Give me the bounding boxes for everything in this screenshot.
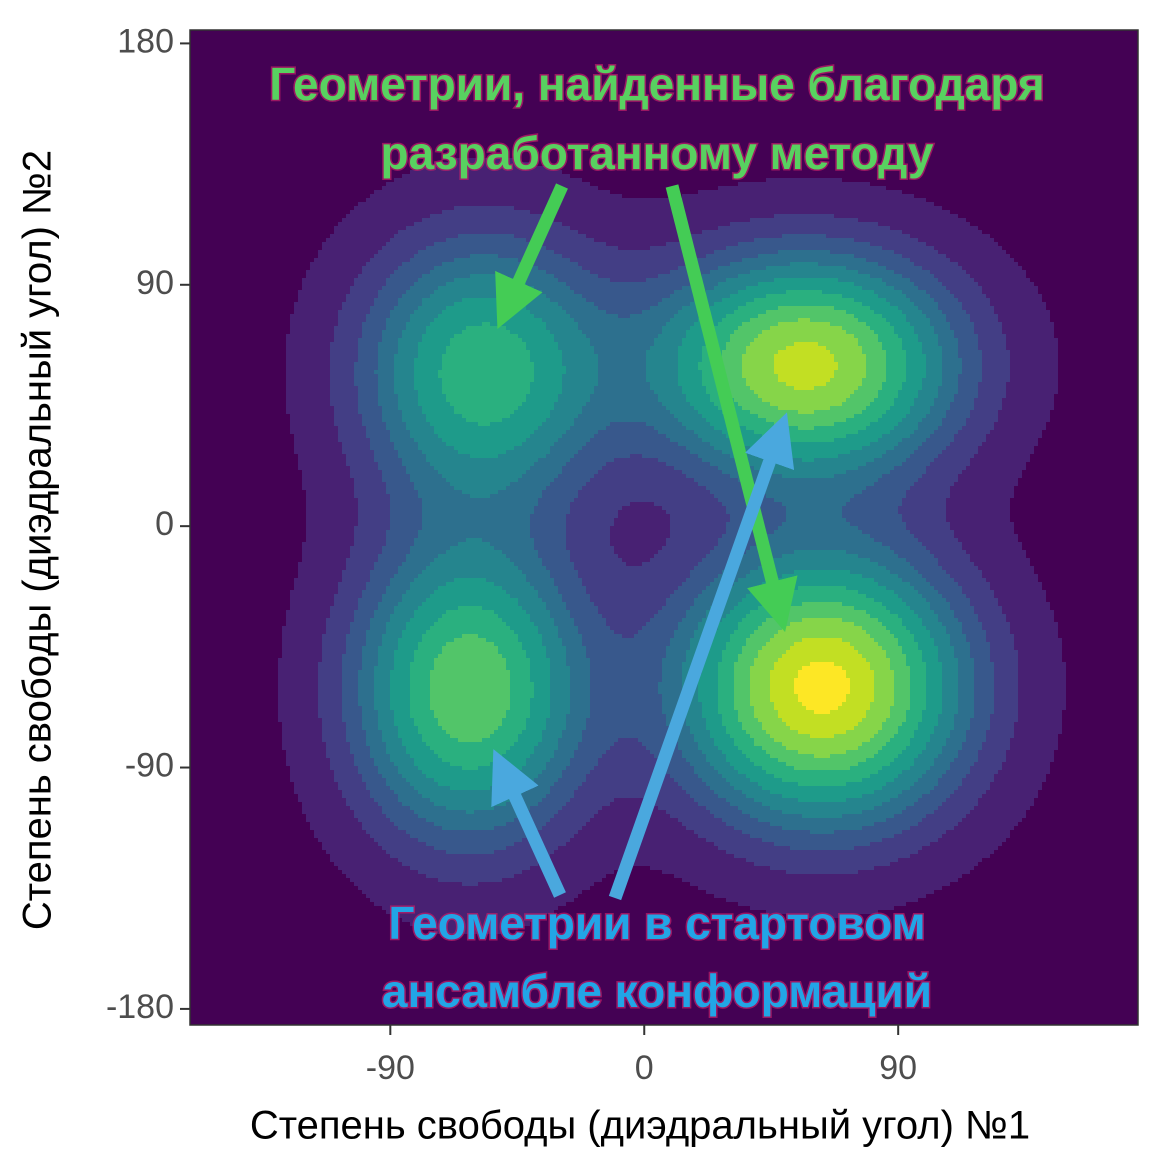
density-level: [770, 342, 874, 738]
x-tick-label: 0: [635, 1049, 654, 1087]
density-level: [742, 318, 894, 758]
y-tick-label: 90: [136, 264, 174, 302]
arrow: [608, 412, 795, 901]
plot-frame: [189, 29, 1139, 1026]
x-axis-title: Степень свободы (диэдральный угол) №1: [250, 1104, 1030, 1148]
y-tick-label: 0: [155, 505, 174, 543]
y-tick-label: -180: [106, 988, 174, 1026]
arrow: [665, 184, 798, 633]
y-axis-title: Степень свободы (диэдральный угол) №2: [16, 150, 60, 930]
annotation: ансамбле конформаций: [382, 965, 932, 1017]
density-level: [794, 662, 850, 714]
arrows: [491, 183, 798, 901]
y-tick-label: 180: [117, 22, 174, 60]
plot-area: [190, 30, 1138, 1025]
arrow: [495, 183, 568, 329]
annotation: Геометрии в стартовом: [388, 897, 925, 949]
annotation: разработанному методу: [381, 127, 934, 179]
arrow: [491, 749, 566, 898]
y-tick-label: -90: [125, 747, 174, 785]
annotation: Геометрии, найденные благодаря: [269, 58, 1044, 110]
x-tick-label: 90: [879, 1049, 917, 1087]
x-tick-label: -90: [366, 1049, 415, 1087]
